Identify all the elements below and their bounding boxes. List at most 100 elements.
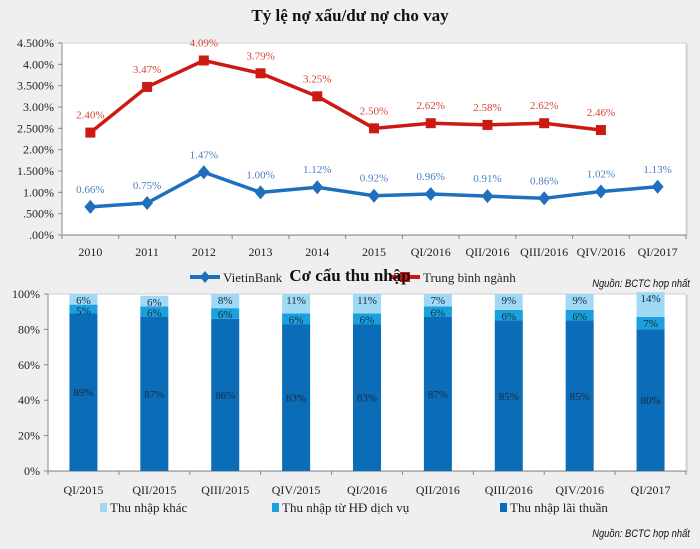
bar-segment bbox=[282, 324, 311, 471]
x-tick-label: QI/2015 bbox=[63, 483, 103, 497]
data-point bbox=[197, 165, 210, 180]
bar-segment bbox=[636, 317, 665, 330]
bar-segment bbox=[282, 313, 311, 325]
y-tick-label: .500% bbox=[23, 207, 54, 221]
bar-segment bbox=[636, 329, 665, 471]
bar-data-label: 6% bbox=[147, 297, 162, 309]
x-tick-label: QIII/2015 bbox=[201, 483, 249, 497]
legend-swatch bbox=[500, 503, 507, 512]
data-point bbox=[311, 180, 324, 195]
bar-segment bbox=[211, 294, 240, 309]
data-label: 1.12% bbox=[303, 164, 331, 176]
data-point bbox=[254, 185, 267, 200]
data-label: 0.92% bbox=[360, 173, 388, 185]
bar-segment bbox=[69, 294, 98, 305]
data-label: 0.75% bbox=[133, 180, 161, 192]
x-tick-label: QIV/2016 bbox=[577, 245, 626, 259]
bar-segment bbox=[423, 317, 452, 471]
bar-data-label: 7% bbox=[431, 295, 446, 307]
npl-ratio-line-chart: .00% .500% 1.00% 1.500% 2.00% 2.500% 3.00% 3.50… bbox=[17, 36, 688, 285]
plot-area bbox=[61, 42, 687, 236]
x-tick-label: QI/2017 bbox=[638, 245, 678, 259]
y-tick-label: 3.00% bbox=[23, 100, 54, 114]
data-label: 1.02% bbox=[587, 168, 615, 180]
y-tick-label: 80% bbox=[18, 322, 40, 336]
bar-data-label: 5% bbox=[76, 306, 91, 318]
x-tick-label: QI/2016 bbox=[347, 483, 387, 497]
data-point bbox=[85, 127, 96, 138]
y-tick-label: 40% bbox=[18, 393, 40, 407]
bar-data-label: 8% bbox=[218, 295, 233, 307]
legend-swatch bbox=[100, 503, 107, 512]
bar-segment bbox=[565, 294, 594, 310]
y-tick-label: 4.500% bbox=[17, 36, 54, 50]
data-point bbox=[594, 184, 607, 199]
data-point bbox=[198, 55, 209, 66]
legend-label: Trung bình ngành bbox=[423, 270, 516, 285]
bar-segment bbox=[423, 306, 452, 318]
bar-segment bbox=[494, 294, 523, 310]
data-label: 0.96% bbox=[417, 171, 445, 183]
bar-segment bbox=[565, 320, 594, 471]
bar-data-label: 87% bbox=[428, 389, 448, 401]
bar-data-label: 6% bbox=[218, 309, 233, 321]
data-point bbox=[481, 189, 494, 204]
bar-data-label: 6% bbox=[76, 295, 91, 307]
bar-segment bbox=[423, 294, 452, 307]
bar-segment bbox=[69, 313, 98, 471]
x-tick-label: QII/2016 bbox=[416, 483, 460, 497]
bar-data-label: 6% bbox=[572, 311, 587, 323]
y-tick-label: 100% bbox=[12, 287, 40, 301]
data-point bbox=[595, 125, 606, 136]
data-point bbox=[425, 118, 436, 129]
bar-data-label: 11% bbox=[286, 295, 306, 307]
x-tick-label: 2013 bbox=[249, 245, 273, 259]
bar-data-label: 14% bbox=[640, 293, 660, 305]
bar-data-label: 11% bbox=[357, 295, 377, 307]
data-point bbox=[312, 91, 323, 102]
bar-segment bbox=[211, 318, 240, 471]
bar-segment bbox=[140, 295, 169, 307]
data-label: 2.62% bbox=[530, 100, 558, 112]
series-line-industry-average bbox=[89, 58, 602, 134]
data-point bbox=[141, 196, 154, 210]
data-point bbox=[539, 118, 550, 129]
bar-data-label: 87% bbox=[144, 389, 164, 401]
bar-segment bbox=[211, 308, 240, 319]
x-tick-label: 2014 bbox=[305, 245, 329, 259]
y-tick-label: 0% bbox=[24, 464, 40, 478]
bar-data-label: 83% bbox=[357, 393, 377, 405]
data-label: 2.40% bbox=[76, 110, 104, 122]
data-point bbox=[482, 119, 493, 130]
bar-data-label: 85% bbox=[570, 391, 590, 403]
data-point bbox=[255, 68, 266, 79]
bar-data-label: 6% bbox=[501, 311, 516, 323]
chart1-source-note: Nguồn: BCTC hợp nhất bbox=[592, 278, 690, 290]
x-tick-label: QIV/2016 bbox=[555, 483, 604, 497]
data-label: 1.47% bbox=[190, 149, 218, 161]
bar-data-label: 80% bbox=[640, 395, 660, 407]
data-label: 2.50% bbox=[360, 105, 388, 117]
y-tick-label: 1.500% bbox=[17, 164, 54, 178]
legend-marker bbox=[400, 272, 410, 282]
y-tick-label: 4.00% bbox=[23, 57, 54, 71]
y-tick-label: 20% bbox=[18, 429, 40, 443]
x-tick-label: QIV/2015 bbox=[272, 483, 321, 497]
chart2-title: Cơ cấu thu nhập bbox=[289, 266, 411, 285]
y-tick-label: 1.00% bbox=[23, 185, 54, 199]
data-point bbox=[84, 199, 97, 214]
legend-label: Thu nhập khác bbox=[110, 500, 187, 515]
chart1-title: Tỷ lệ nợ xấu/dư nợ cho vay bbox=[251, 6, 449, 25]
bar-data-label: 7% bbox=[643, 318, 658, 330]
data-point bbox=[142, 81, 153, 92]
data-label: 4.09% bbox=[190, 37, 218, 49]
x-tick-label: 2010 bbox=[78, 245, 102, 259]
legend-label: Thu nhập từ HĐ dịch vụ bbox=[282, 500, 410, 515]
bar-data-label: 6% bbox=[289, 314, 304, 326]
data-label: 0.91% bbox=[473, 173, 501, 185]
data-point bbox=[651, 179, 664, 194]
bar-segment bbox=[494, 320, 523, 471]
bar-data-label: 89% bbox=[73, 387, 93, 399]
x-tick-label: 2012 bbox=[192, 245, 216, 259]
